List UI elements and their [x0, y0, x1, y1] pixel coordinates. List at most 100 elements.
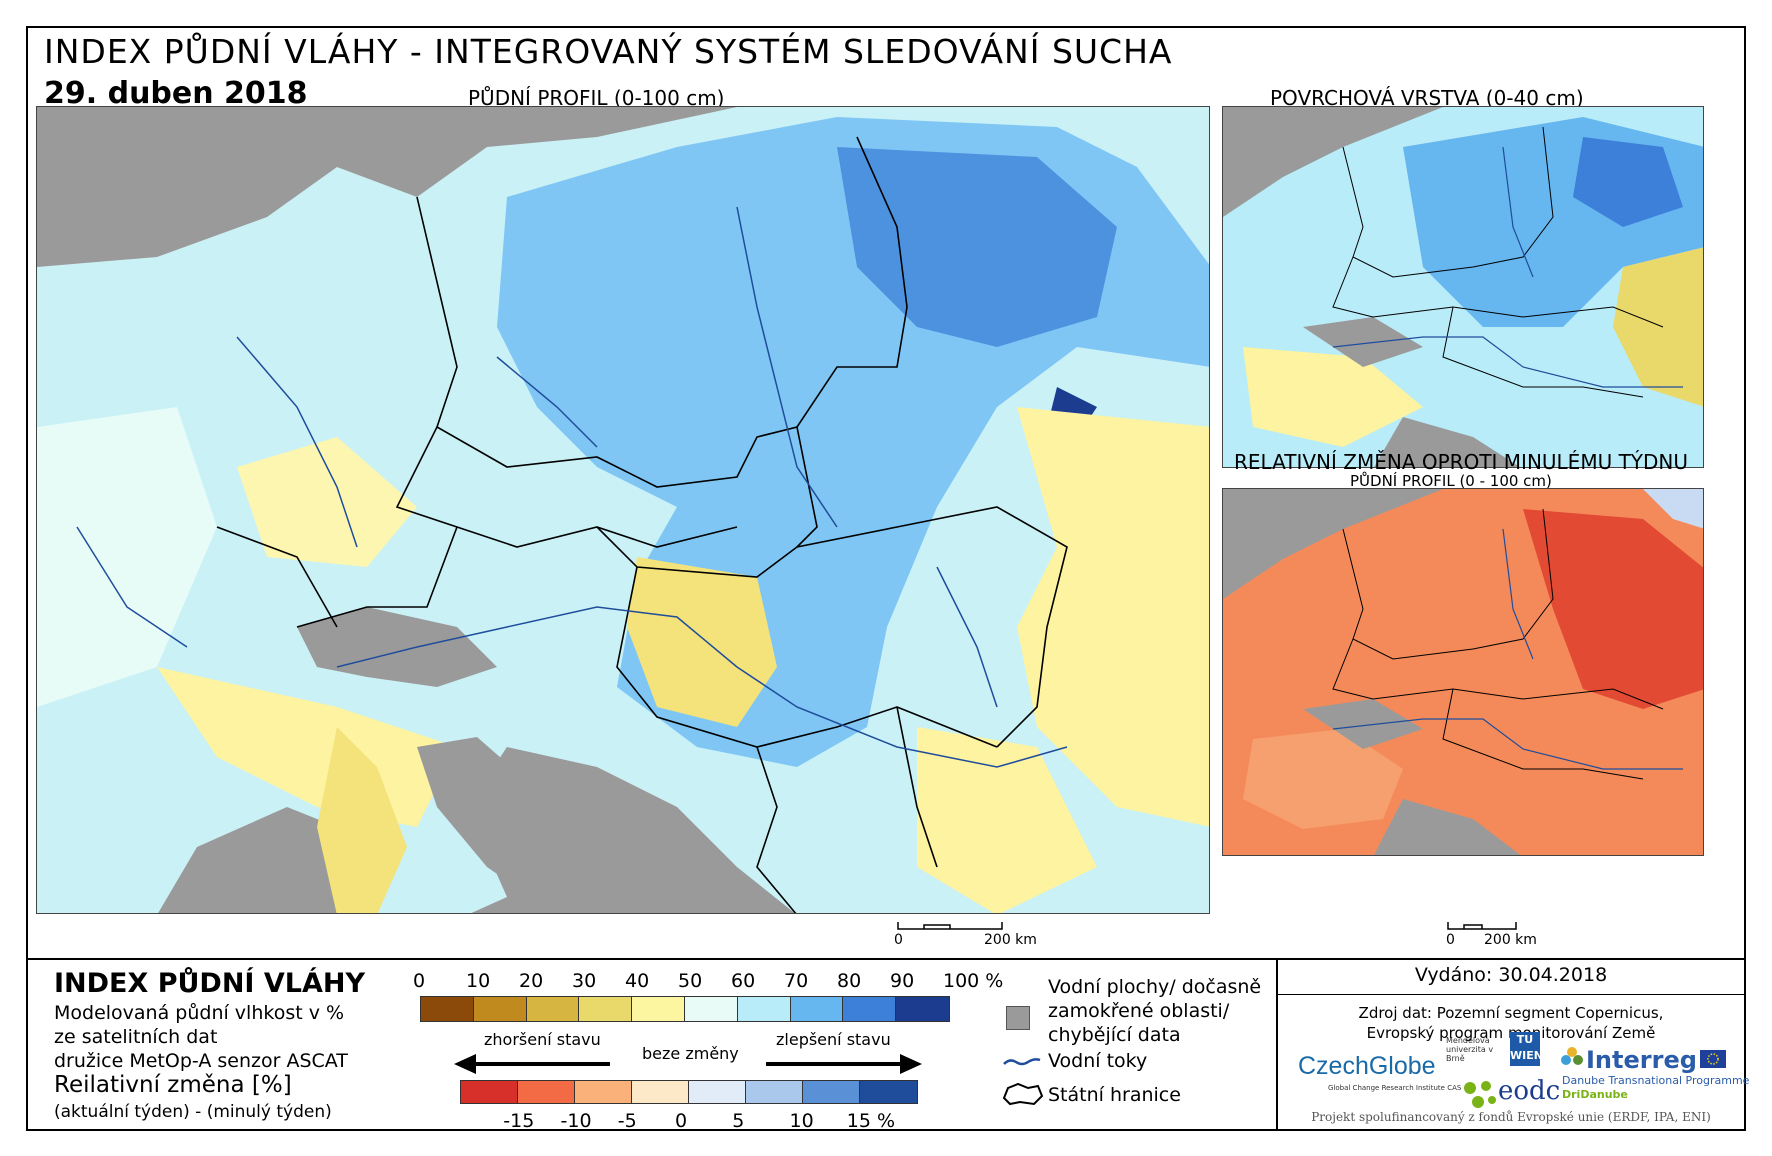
- change-tick-label: -10: [560, 1110, 592, 1132]
- nochange-label: beze změny: [642, 1044, 739, 1063]
- index-color-step: [684, 997, 738, 1021]
- change-tick-label: 5: [732, 1110, 745, 1132]
- legend-title: INDEX PŮDNÍ VLÁHY: [54, 968, 366, 999]
- dridanube-logo: DriDanube: [1562, 1088, 1628, 1101]
- index-tick-label: 60: [731, 970, 756, 992]
- border-outline-icon: [1002, 1082, 1044, 1106]
- surface-map-graphic: [1223, 107, 1703, 467]
- scalebar-small-graphic: [1447, 922, 1517, 930]
- index-color-step: [632, 997, 685, 1021]
- index-color-step: [421, 997, 474, 1021]
- index-color-step: [896, 997, 949, 1021]
- borders-label: Státní hranice: [1048, 1084, 1181, 1106]
- czechglobe-logo-subtext: Global Change Research Institute CAS: [1328, 1084, 1462, 1092]
- main-map-graphic: [37, 107, 1209, 913]
- change-map-graphic: [1223, 489, 1703, 855]
- worse-label: zhoršení stavu: [484, 1030, 601, 1049]
- rivers-label: Vodní toky: [1048, 1050, 1148, 1072]
- change-map-scalebar: [1444, 920, 1524, 936]
- index-color-step: [790, 997, 844, 1021]
- eu-flag-icon: [1700, 1050, 1726, 1068]
- legend-separator: [28, 958, 1744, 960]
- main-map-scalebar: [892, 920, 1012, 936]
- tu-wien-logo: TU WIEN: [1510, 1032, 1543, 1066]
- index-tick-label: 100 %: [943, 970, 1004, 992]
- eu-flag-graphic: [1707, 1053, 1719, 1065]
- relative-change-map: [1222, 488, 1704, 856]
- water-label-2: zamokřené oblasti/: [1048, 1000, 1230, 1022]
- change-map-subcaption: PŮDNÍ PROFIL (0 - 100 cm): [1350, 472, 1552, 490]
- figure-frame: INDEX PŮDNÍ VLÁHY - INTEGROVANÝ SYSTÉM S…: [26, 26, 1750, 1132]
- worse-arrow-icon: [454, 1054, 610, 1074]
- mendel-logo-text: Mendelova univerzita v Brně: [1446, 1036, 1494, 1063]
- change-map-caption: RELATIVNÍ ZMĚNA OPROTI MINULÉMU TÝDNU: [1234, 450, 1689, 474]
- change-color-step: [689, 1081, 746, 1103]
- change-color-step: [518, 1081, 575, 1103]
- index-colorbar: [420, 996, 950, 1022]
- mendel-dots-icon: [1464, 1081, 1496, 1108]
- change-scale-label: 200 km: [1484, 932, 1537, 948]
- interreg-flower-icon: [1558, 1044, 1586, 1076]
- change-tick-label: 0: [675, 1110, 688, 1132]
- index-color-step: [843, 997, 897, 1021]
- scalebar-graphic: [897, 922, 1003, 930]
- index-tick-label: 30: [572, 970, 597, 992]
- index-tick-label: 50: [678, 970, 703, 992]
- index-tick-label: 80: [837, 970, 862, 992]
- legend-change-subtitle: (aktuální týden) - (minulý týden): [54, 1102, 332, 1122]
- index-color-step: [737, 997, 791, 1021]
- change-tick-label: 15 %: [846, 1110, 896, 1132]
- index-color-step: [473, 997, 527, 1021]
- river-icon: [1002, 1054, 1042, 1074]
- change-color-step: [746, 1081, 803, 1103]
- main-scale-label: 200 km: [984, 932, 1037, 948]
- surface-layer-map: [1222, 106, 1704, 468]
- change-color-step: [461, 1081, 518, 1103]
- change-colorbar: [460, 1080, 918, 1104]
- river-line-icon: [1003, 1058, 1041, 1066]
- interreg-subtext: Danube Transnational Programme: [1562, 1074, 1750, 1087]
- index-color-step: [579, 997, 633, 1021]
- change-tick-label: 10: [789, 1110, 814, 1132]
- interreg-flower-graphic: [1561, 1047, 1583, 1065]
- mendel-logo-dots: [1460, 1078, 1500, 1116]
- source-line-1: Zdroj dat: Pozemní segment Copernicus,: [1358, 1004, 1664, 1022]
- map-date: 29. duben 2018: [44, 76, 308, 111]
- page-title: INDEX PŮDNÍ VLÁHY - INTEGROVANÝ SYSTÉM S…: [44, 32, 1173, 71]
- index-tick-label: 40: [625, 970, 650, 992]
- index-tick-label: 0: [413, 970, 426, 992]
- czechglobe-logo: CzechGlobe: [1298, 1052, 1436, 1081]
- worse-arrow: [452, 1052, 612, 1080]
- index-tick-label: 90: [890, 970, 915, 992]
- index-tick-label: 10: [466, 970, 491, 992]
- change-color-step: [860, 1081, 917, 1103]
- change-tick-label: -5: [617, 1110, 637, 1132]
- czechglobe-logo-text: CzechGlobe: [1298, 1052, 1436, 1080]
- water-label-3: chybějící data: [1048, 1024, 1181, 1046]
- interreg-logo: Interreg: [1586, 1046, 1697, 1074]
- footer-note: Projekt spolufinancovaný z fondů Evropsk…: [1311, 1110, 1711, 1124]
- legend-vertical-separator: [1276, 960, 1278, 1131]
- legend-line-1: Modelovaná půdní vlhkost v %: [54, 1002, 345, 1024]
- index-tick-label: 20: [519, 970, 544, 992]
- main-soil-moisture-map: [36, 106, 1210, 914]
- eodc-logo: eodc: [1498, 1076, 1561, 1106]
- legend-change-title: Reilativní změna [%]: [54, 1072, 292, 1098]
- change-color-step: [575, 1081, 632, 1103]
- legend-line-3: družice MetOp-A senzor ASCAT: [54, 1050, 348, 1072]
- water-swatch: [1006, 1006, 1030, 1030]
- change-color-step: [803, 1081, 860, 1103]
- issued-separator: [1278, 994, 1744, 995]
- change-color-step: [632, 1081, 689, 1103]
- issued-date: Vydáno: 30.04.2018: [1414, 964, 1608, 986]
- index-tick-label: 70: [784, 970, 809, 992]
- better-label: zlepšení stavu: [776, 1030, 891, 1049]
- main-scale-zero: 0: [894, 932, 903, 948]
- change-tick-label: -15: [503, 1110, 535, 1132]
- better-arrow-icon: [766, 1054, 922, 1074]
- better-arrow: [764, 1052, 924, 1080]
- index-color-step: [526, 997, 580, 1021]
- legend-line-2: ze satelitních dat: [54, 1026, 218, 1048]
- change-scale-zero: 0: [1446, 932, 1455, 948]
- water-label-1: Vodní plochy/ dočasně: [1048, 976, 1262, 998]
